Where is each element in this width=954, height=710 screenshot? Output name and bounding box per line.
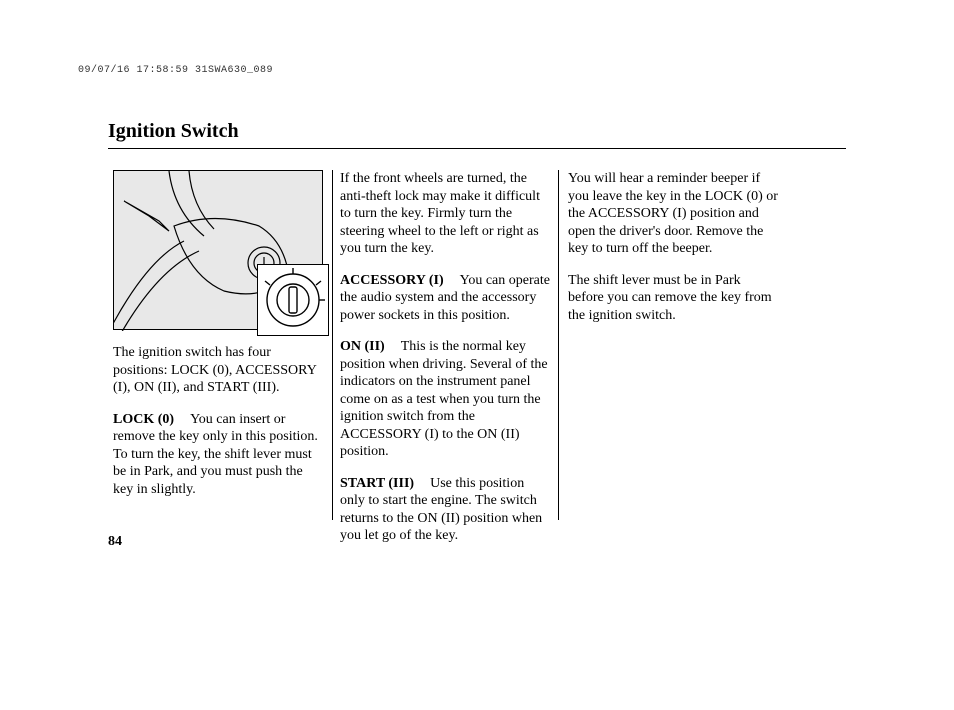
park-text: The shift lever must be in Park before y… (568, 272, 778, 325)
accessory-lead: ACCESSORY (I) (340, 273, 444, 288)
beeper-text: You will hear a reminder beeper if you l… (568, 170, 778, 258)
lock-paragraph: LOCK (0)You can insert or remove the key… (113, 411, 323, 499)
column-separator-2 (558, 170, 559, 520)
page-number: 84 (108, 534, 122, 550)
column-1: The ignition switch has four positions: … (113, 170, 323, 512)
ignition-diagram (113, 170, 323, 330)
on-text: This is the normal key position when dri… (340, 339, 548, 459)
page-title: Ignition Switch (108, 120, 239, 143)
column-separator-1 (332, 170, 333, 520)
ignition-callout-icon (258, 265, 328, 335)
column-2: If the front wheels are turned, the anti… (340, 170, 550, 559)
lock-lead: LOCK (0) (113, 412, 174, 427)
column-3: You will hear a reminder beeper if you l… (568, 170, 778, 338)
header-stamp: 09/07/16 17:58:59 31SWA630_089 (78, 65, 273, 76)
title-rule (108, 148, 846, 149)
on-paragraph: ON (II)This is the normal key position w… (340, 338, 550, 461)
on-lead: ON (II) (340, 339, 385, 354)
start-paragraph: START (III)Use this position only to sta… (340, 475, 550, 545)
wheels-text: If the front wheels are turned, the anti… (340, 170, 550, 258)
intro-text: The ignition switch has four positions: … (113, 344, 323, 397)
start-lead: START (III) (340, 476, 414, 491)
manual-page: 09/07/16 17:58:59 31SWA630_089 Ignition … (0, 0, 954, 710)
accessory-paragraph: ACCESSORY (I)You can operate the audio s… (340, 272, 550, 325)
ignition-callout (257, 264, 329, 336)
